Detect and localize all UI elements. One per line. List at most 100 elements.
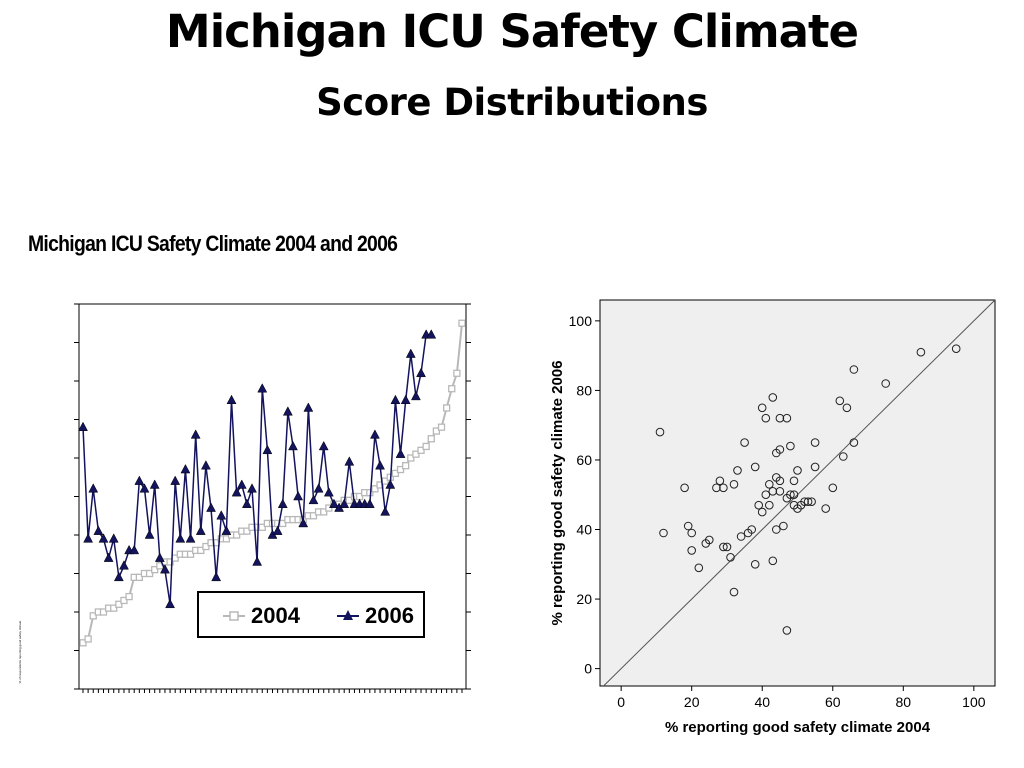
scatter-point [775,487,785,496]
scatter-point [800,497,809,506]
scatter-point [747,525,756,534]
data-point-2004 [320,508,328,516]
data-point-2004 [110,604,118,612]
scatter-point [687,528,696,538]
scatter-ylabel: % reporting good safety climate 2006 [549,360,566,625]
scatter-chart: 0 20 40 60 80 100 0 20 40 60 80 100 % reporting good… [549,299,996,736]
data-point-2006 [154,552,165,562]
scatter-point [782,413,792,423]
data-point-2006 [134,475,145,485]
scatter-point [821,504,831,513]
scatter-point [842,403,852,413]
data-point-2006 [201,460,211,470]
data-point-2006 [329,498,339,508]
data-point-2006 [216,510,227,520]
data-point-2004 [202,542,210,551]
scatter-point [715,476,725,486]
scatter-point [765,480,774,489]
scatter-point [782,626,792,635]
data-point-2006 [298,517,309,528]
data-point-2006 [185,533,196,543]
scatter-point [694,563,704,573]
data-point-2004 [243,527,251,535]
data-point-2006 [139,483,150,493]
data-point-2006 [390,394,401,404]
scatter-point [768,556,778,566]
data-point-2004 [422,442,430,451]
legend-label-2006: 2006 [365,603,414,628]
data-point-2006 [293,490,304,501]
x-tick-label: 0 [617,694,625,710]
scatter-point [719,483,728,493]
scatter-point [765,500,774,510]
reference-line [603,299,996,687]
y-tick-label: 0 [584,661,592,677]
scatter-point [757,507,767,517]
data-point-2006 [339,498,350,508]
scatter-point [757,403,767,413]
scatter-point [761,413,771,423]
data-point-2006 [303,402,314,412]
data-point-2004 [417,446,425,454]
data-point-2006 [313,483,324,493]
scatter-point [687,546,696,555]
data-point-2006 [83,533,94,543]
data-point-2006 [180,464,191,474]
slide-subtitle: Score Distributions [316,81,708,124]
scatter-point [881,379,891,388]
data-point-2006 [144,529,155,539]
data-point-2006 [165,598,175,609]
x-tick-label: 20 [684,694,700,710]
scatter-point [786,441,795,451]
data-point-2004 [99,608,108,616]
data-point-2004 [79,639,87,647]
data-point-2006 [405,348,416,358]
data-point-2004 [391,469,400,478]
data-point-2006 [108,533,119,543]
scatter-point [775,445,785,454]
data-point-2006 [380,506,391,516]
data-point-2006 [410,390,421,401]
data-point-2006 [262,444,273,455]
data-point-2006 [395,448,406,458]
scatter-point [789,476,799,486]
data-point-2006 [190,429,201,439]
data-point-2006 [375,460,385,470]
x-tick-label: 80 [896,694,912,710]
data-point-2004 [125,592,133,601]
scatter-point [719,542,728,552]
data-point-2006 [277,498,288,508]
data-point-2004 [407,454,415,462]
data-point-2006 [88,483,99,493]
scatter-point [722,542,732,552]
scatter-point [750,462,760,472]
data-point-2004 [458,319,466,327]
scatter-point [803,497,813,506]
data-point-2006 [400,394,411,404]
data-point-2006 [247,483,257,493]
data-point-2004 [151,565,159,574]
data-point-2006 [175,533,186,543]
scatter-point [683,521,693,531]
data-point-2006 [272,525,283,535]
scatter-point [775,413,785,423]
scatter-point [680,483,689,493]
data-point-2006 [113,571,124,582]
scatter-point [916,347,926,357]
data-point-2004 [309,512,318,520]
scatter-point [772,525,781,534]
data-point-2006 [308,494,319,505]
scatter-point [807,497,816,506]
data-point-2004 [448,385,456,393]
data-point-2004 [258,523,266,531]
scatter-point [736,532,746,541]
data-point-2006 [98,533,109,543]
data-point-2004 [222,535,231,543]
data-point-2004 [166,558,174,566]
scatter-point [779,521,788,531]
data-point-2004 [442,404,451,412]
data-point-2006 [206,502,216,512]
scatter-point [733,466,742,475]
scatter-point [740,438,749,447]
data-point-2004 [186,550,195,558]
